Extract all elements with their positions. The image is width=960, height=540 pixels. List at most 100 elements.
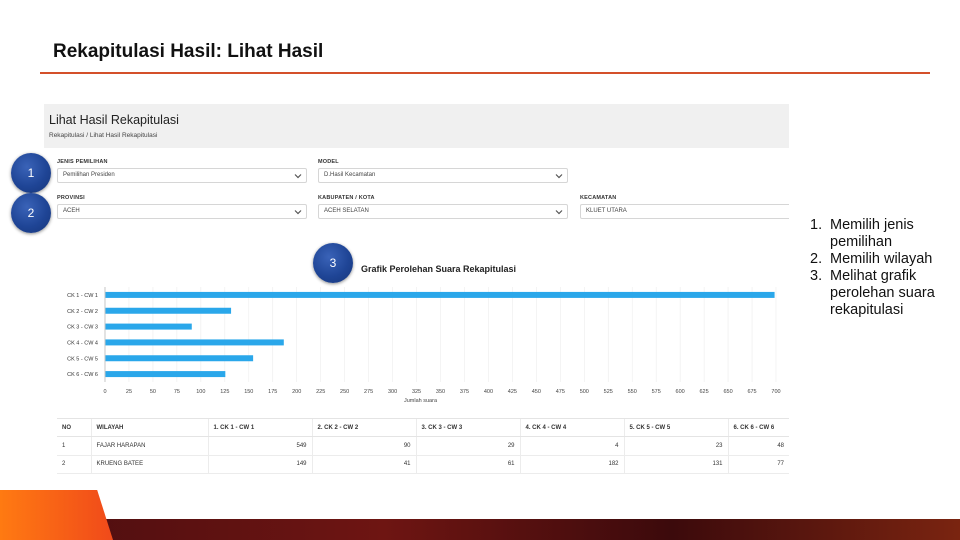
- column-header[interactable]: WILAYAH: [90, 418, 208, 437]
- x-tick-label: 375: [460, 389, 469, 395]
- kabupaten-value: ACEH SELATAN: [324, 208, 369, 214]
- vote-chart: Grafik Perolehan Suara Rekapitulasi 0 25 50…: [67, 264, 780, 404]
- provinsi-value: ACEH: [63, 208, 80, 214]
- x-tick-label: 125: [220, 389, 229, 395]
- x-tick-label: 625: [700, 389, 709, 395]
- column-header[interactable]: NO: [57, 418, 91, 437]
- column-header[interactable]: 1. CK 1 - CW 1: [207, 418, 312, 437]
- chart-bar: [105, 355, 254, 362]
- column-header[interactable]: 2. CK 2 - CW 2: [311, 418, 416, 437]
- table-cell: 61: [415, 455, 520, 474]
- chart-bar: [105, 323, 192, 330]
- chart-bar: [105, 291, 775, 298]
- footer-accent: [0, 490, 113, 540]
- column-header[interactable]: 4. CK 4 - CW 4: [519, 418, 624, 437]
- x-axis-label: Jumlah suara: [404, 398, 438, 404]
- x-tick-label: 400: [484, 389, 493, 395]
- table-cell: 48: [727, 436, 789, 456]
- table-cell: 182: [519, 455, 624, 474]
- x-tick-label: 175: [268, 389, 277, 395]
- x-tick-label: 300: [388, 389, 397, 395]
- table-row: 2 KRUENG BATEE 149 41 61 182 131 77: [57, 455, 789, 474]
- table-cell: 149: [207, 455, 312, 474]
- breadcrumb[interactable]: Rekapitulasi / Lihat Hasil Rekapitulasi: [49, 132, 158, 139]
- table-cell: 131: [623, 455, 728, 474]
- chevron-down-icon: [555, 210, 563, 215]
- provinsi-label: PROVINSI: [57, 195, 85, 201]
- model-value: D.Hasil Kecamatan: [324, 172, 376, 178]
- kecamatan-select[interactable]: KLUET UTARA: [580, 204, 789, 219]
- jenis-pemilihan-select[interactable]: Pemilihan Presiden: [57, 168, 307, 183]
- chart-panel: Grafik Perolehan Suara Rekapitulasi 0 25 50…: [49, 252, 789, 414]
- chart-bar: [105, 307, 232, 314]
- x-tick-label: 25: [126, 389, 132, 395]
- step-marker-1: 1: [11, 153, 51, 193]
- step-marker-3: 3: [313, 243, 353, 283]
- x-tick-label: 100: [196, 389, 205, 395]
- kabupaten-label: KABUPATEN / KOTA: [318, 195, 375, 201]
- table-row: 1 FAJAR HARAPAN 549 90 29 4 23 48: [57, 436, 789, 456]
- step-marker-2: 2: [11, 193, 51, 233]
- x-tick-label: 675: [747, 389, 756, 395]
- chart-bar: [105, 371, 226, 378]
- x-tick-label: 50: [150, 389, 156, 395]
- chevron-down-icon: [294, 174, 302, 179]
- table-cell: 29: [415, 436, 520, 456]
- steps-list: 1. Memilih jenis pemilihan 2. Memilih wila…: [810, 217, 950, 319]
- chevron-down-icon: [294, 210, 302, 215]
- kecamatan-value: KLUET UTARA: [586, 208, 627, 214]
- result-table: NO WILAYAH 1. CK 1 - CW 1 2. CK 2 - CW 2…: [57, 418, 789, 474]
- kecamatan-label: KECAMATAN: [580, 195, 617, 201]
- chart-title: Grafik Perolehan Suara Rekapitulasi: [361, 264, 516, 274]
- y-tick-label: CK 3 - CW 3: [67, 325, 98, 331]
- x-tick-label: 475: [556, 389, 565, 395]
- y-tick-label: CK 5 - CW 5: [67, 356, 98, 362]
- column-header[interactable]: 3. CK 3 - CW 3: [415, 418, 520, 437]
- provinsi-select[interactable]: ACEH: [57, 204, 307, 219]
- table-cell: KRUENG BATEE: [90, 455, 208, 474]
- x-tick-label: 275: [364, 389, 373, 395]
- x-tick-label: 75: [174, 389, 180, 395]
- y-tick-label: CK 1 - CW 1: [67, 293, 98, 299]
- x-tick-label: 600: [676, 389, 685, 395]
- model-select[interactable]: D.Hasil Kecamatan: [318, 168, 568, 183]
- x-tick-label: 425: [508, 389, 517, 395]
- table-cell: 4: [519, 436, 624, 456]
- x-tick-label: 350: [436, 389, 445, 395]
- x-tick-label: 250: [340, 389, 349, 395]
- x-tick-label: 575: [652, 389, 661, 395]
- step-text: Melihat grafik perolehan suara rekapitul…: [830, 268, 935, 318]
- x-tick-label: 500: [580, 389, 589, 395]
- x-tick-label: 450: [532, 389, 541, 395]
- table-cell: 1: [57, 436, 91, 456]
- x-tick-label: 325: [412, 389, 421, 395]
- jenis-pemilihan-value: Pemilihan Presiden: [63, 172, 115, 178]
- chevron-down-icon: [555, 174, 563, 179]
- column-header[interactable]: 6. CK 6 - CW 6: [727, 418, 789, 437]
- table-cell: 77: [727, 455, 789, 474]
- step-text: Memilih jenis pemilihan: [830, 217, 914, 250]
- table-cell: FAJAR HARAPAN: [90, 436, 208, 456]
- x-tick-label: 700: [771, 389, 780, 395]
- y-tick-label: CK 4 - CW 4: [67, 340, 98, 346]
- step-number: 3.: [810, 268, 823, 284]
- step-text: Memilih wilayah: [830, 251, 933, 267]
- table-cell: 23: [623, 436, 728, 456]
- page-header: Lihat Hasil Rekapitulasi Rekapitulasi / …: [44, 104, 789, 148]
- model-label: MODEL: [318, 159, 339, 165]
- title-divider: [40, 72, 930, 74]
- slide-title: Rekapitulasi Hasil: Lihat Hasil: [53, 41, 324, 62]
- y-tick-label: CK 6 - CW 6: [67, 372, 98, 378]
- footer-bar: [0, 519, 960, 540]
- filter-panel: JENIS PEMILIHAN Pemilihan Presiden MODEL…: [49, 152, 789, 247]
- jenis-pemilihan-label: JENIS PEMILIHAN: [57, 159, 108, 165]
- page-title: Lihat Hasil Rekapitulasi: [49, 113, 179, 127]
- x-tick-label: 200: [292, 389, 301, 395]
- column-header[interactable]: 5. CK 5 - CW 5: [623, 418, 728, 437]
- step-number: 2.: [810, 251, 823, 267]
- x-tick-label: 550: [628, 389, 637, 395]
- list-item: 1. Memilih jenis pemilihan: [810, 217, 950, 251]
- list-item: 3. Melihat grafik perolehan suara rekapit…: [810, 268, 950, 319]
- kabupaten-select[interactable]: ACEH SELATAN: [318, 204, 568, 219]
- y-tick-label: CK 2 - CW 2: [67, 309, 98, 315]
